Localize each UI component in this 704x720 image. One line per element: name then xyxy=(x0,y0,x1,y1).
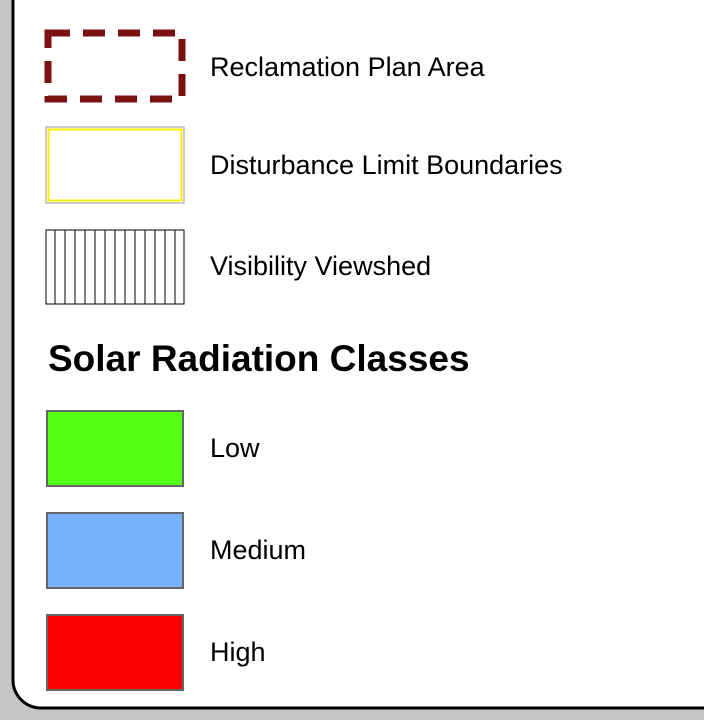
legend-label: Visibility Viewshed xyxy=(210,251,431,281)
reclamation-symbol xyxy=(44,29,186,103)
legend-heading: Solar Radiation Classes xyxy=(48,338,470,379)
legend-label: Low xyxy=(210,433,260,463)
class-swatch xyxy=(46,410,184,487)
viewshed-symbol xyxy=(45,229,185,305)
legend-label: Disturbance Limit Boundaries xyxy=(210,150,563,180)
legend-label: Medium xyxy=(210,535,306,565)
legend-label: Reclamation Plan Area xyxy=(210,52,486,82)
class-swatch xyxy=(46,512,184,589)
class-swatch xyxy=(46,614,184,691)
disturbance-symbol xyxy=(47,128,183,202)
legend-label: High xyxy=(210,637,266,667)
legend-frame xyxy=(11,0,704,710)
